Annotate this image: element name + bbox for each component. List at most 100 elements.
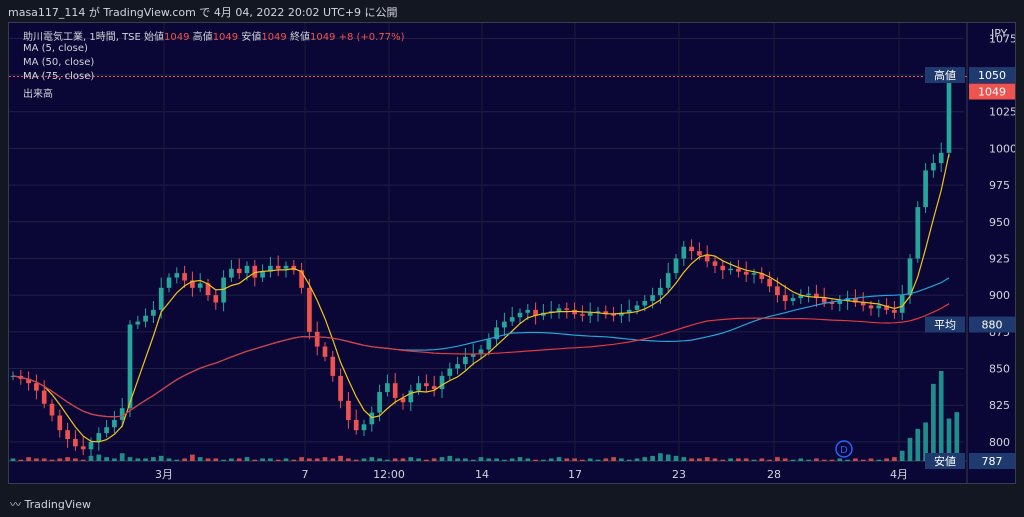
y-tick-label: 950 [989,216,1010,229]
candle-body [385,383,390,393]
candle-body [736,268,741,272]
volume-bar [400,458,406,461]
volume-bar [10,458,16,461]
candle-body [330,356,336,376]
volume-bar [892,457,897,461]
volume-bar [197,457,203,461]
tradingview-logo[interactable]: 〰 TradingView [10,496,91,512]
candle-body [564,308,570,310]
candle-body [767,279,772,287]
volume-bar [275,459,281,461]
volume-bar [353,459,359,461]
ohlc-label-2: 安値 [238,32,262,43]
candle-body [158,287,164,310]
volume-bar [57,458,63,461]
candle-body [720,265,726,271]
avg-tag-label: 平均 [934,319,956,332]
ma50-legend[interactable]: MA (50, close) [23,57,95,68]
volume-bar [564,458,570,461]
candle-body [88,441,94,450]
volume-bar [291,459,297,461]
volume-bar [775,457,780,461]
candle-body [938,152,944,164]
volume-bar [252,459,258,461]
volume-bar [455,458,460,461]
volume-bar [26,457,31,461]
symbol-name: 助川電気工業, 1時間, TSE [23,32,141,43]
volume-bar [876,459,882,461]
candle-body [931,163,936,171]
volume-legend[interactable]: 出来高 [23,89,53,100]
volume-bar [338,455,343,461]
avg-tag-value-bg [969,316,1015,333]
ohlc-value-1: 1049 [212,32,239,43]
candle-body [899,295,905,313]
candle-body [665,273,671,288]
candle-body [704,255,710,262]
candle-body [41,390,47,404]
volume-bar [408,457,414,461]
volume-bar [611,457,616,461]
volume-bar [689,458,694,461]
candle-body [190,280,195,288]
chart-area[interactable]: 8008258508759009259509751000102510501075… [8,22,1016,484]
volume-bar [88,455,94,461]
candle-body [221,277,226,303]
volume-bar [712,458,718,461]
volume-bar [377,458,382,461]
candle-body [143,315,148,322]
event-marker[interactable] [835,440,853,458]
y-tick-label: 800 [989,436,1010,449]
volume-bar [424,459,429,461]
y-tick-label: 1075 [989,32,1016,45]
volume-bar [322,457,328,461]
candle-body [213,295,219,303]
volume-bar [782,458,788,461]
symbol-legend: 助川電気工業, 1時間, TSE 始値1049 高値1049 安値1049 終値… [23,28,404,43]
volume-bar [244,457,250,461]
volume-bar [619,458,624,461]
x-tick-label: 3月 [155,468,173,481]
candle-body [712,261,718,266]
candle-body [580,314,585,316]
candle-body [556,308,562,312]
low-tag-value-bg [969,453,1015,469]
candle-body [26,378,31,384]
volume-bar [860,459,866,461]
candle-body [829,302,835,304]
candle-body [236,268,242,274]
volume-bar [720,459,726,461]
candle-body [346,400,351,420]
volume-bar [213,458,219,461]
candle-body [447,368,453,376]
volume-bar [385,459,390,461]
candle-body [853,298,858,303]
volume-bar [392,458,398,461]
ma75-legend[interactable]: MA (75, close) [23,71,95,82]
x-tick-label: 14 [475,468,489,481]
candle-body [517,312,523,318]
price-chart[interactable]: 8008258508759009259509751000102510501075… [9,23,1016,484]
volume-bar [541,459,546,461]
volume-bar [112,458,117,461]
volume-bar [73,458,78,461]
volume-bar [907,437,913,461]
candle-body [424,383,429,387]
ma5-legend[interactable]: MA (5, close) [23,43,88,54]
candle-body [96,433,102,442]
low-tag-label-bg [925,453,965,469]
candle-body [369,412,375,425]
candle-body [775,286,780,296]
volume-bar [34,458,39,461]
candle-body [907,258,913,296]
candle-body [338,375,343,401]
volume-bar [728,458,733,461]
volume-bar [49,459,55,461]
volume-bar [41,458,47,461]
volume-bar [751,459,757,461]
volume-bar [946,418,952,461]
ohlc-label-0: 始値 [144,32,165,43]
volume-bar [743,458,749,461]
volume-bar [478,457,484,461]
candle-body [884,305,889,310]
